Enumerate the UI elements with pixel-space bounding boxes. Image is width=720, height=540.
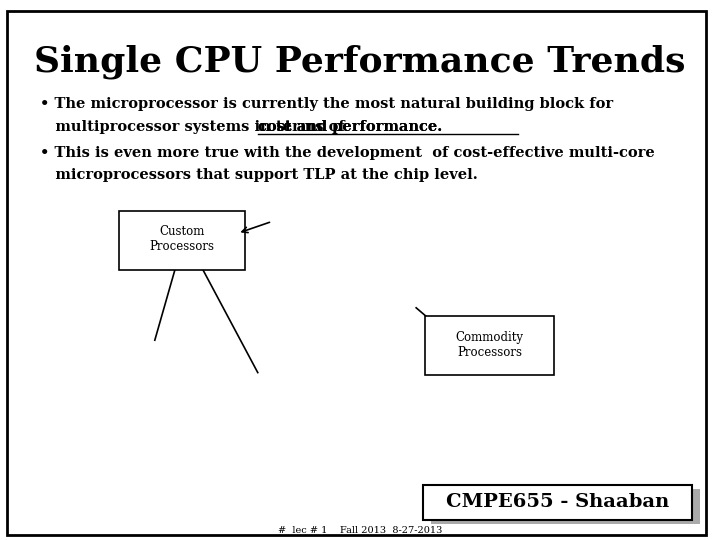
- FancyBboxPatch shape: [119, 211, 245, 270]
- Text: microprocessors that support TLP at the chip level.: microprocessors that support TLP at the …: [40, 168, 477, 183]
- Text: multiprocessor systems in terms of: multiprocessor systems in terms of: [40, 120, 349, 134]
- Text: Single CPU Performance Trends: Single CPU Performance Trends: [35, 44, 685, 79]
- Text: cost and performance.: cost and performance.: [258, 120, 442, 134]
- FancyBboxPatch shape: [425, 316, 554, 375]
- Text: Custom
Processors: Custom Processors: [149, 225, 215, 253]
- FancyBboxPatch shape: [7, 11, 706, 535]
- Text: cost and performance.: cost and performance.: [258, 120, 442, 134]
- Text: • This is even more true with the development  of cost-effective multi-core: • This is even more true with the develo…: [40, 146, 654, 160]
- FancyBboxPatch shape: [431, 489, 700, 524]
- FancyBboxPatch shape: [423, 485, 692, 520]
- Text: CMPE655 - Shaaban: CMPE655 - Shaaban: [446, 492, 669, 511]
- Text: #  lec # 1    Fall 2013  8-27-2013: # lec # 1 Fall 2013 8-27-2013: [278, 526, 442, 535]
- Text: Commodity
Processors: Commodity Processors: [456, 330, 523, 359]
- Text: • The microprocessor is currently the most natural building block for: • The microprocessor is currently the mo…: [40, 97, 613, 111]
